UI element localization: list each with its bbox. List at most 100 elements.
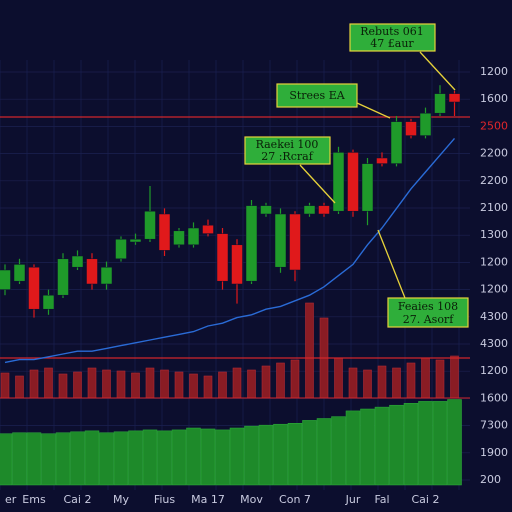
candle-body bbox=[231, 244, 243, 285]
candle-body bbox=[390, 121, 403, 164]
candle-body bbox=[13, 264, 26, 282]
candle-body bbox=[0, 269, 11, 290]
buy-volume-bar bbox=[70, 431, 85, 486]
sell-volume-bar bbox=[450, 355, 459, 399]
buy-volume-bar bbox=[200, 428, 216, 486]
buy-volume-bar bbox=[84, 430, 100, 486]
buy-volume-bar bbox=[41, 433, 56, 486]
x-tick-label: Ma 17 bbox=[191, 493, 225, 506]
buy-volume-bar bbox=[316, 418, 332, 486]
buy-volume-bar bbox=[244, 425, 259, 486]
candles bbox=[0, 85, 461, 364]
buy-volume-bar bbox=[186, 427, 201, 486]
sell-volume-bar bbox=[73, 371, 82, 399]
candle-body bbox=[347, 152, 359, 212]
sell-volume-bar bbox=[116, 370, 126, 399]
sell-volume-bar bbox=[44, 367, 53, 399]
sell-volume-bar bbox=[334, 357, 343, 399]
sell-volume-bar bbox=[392, 367, 401, 399]
sell-volume-bar bbox=[160, 369, 169, 399]
candle-body bbox=[187, 227, 200, 246]
candle-body bbox=[245, 205, 258, 282]
candle-body bbox=[173, 230, 185, 246]
sell-volume-bar bbox=[87, 367, 97, 399]
x-tick-label: Cai 2 bbox=[412, 493, 440, 506]
buy-volume-bar bbox=[12, 432, 27, 486]
sell-volume-bar bbox=[58, 373, 68, 399]
buy-volume-bar bbox=[418, 401, 433, 486]
sell-volume-bar bbox=[305, 302, 314, 399]
annotation-text: Feaies 108 bbox=[398, 300, 458, 313]
buy-volume-bar bbox=[26, 432, 42, 486]
y-axis-label: 7300 bbox=[480, 419, 508, 432]
sell-volume-bar bbox=[218, 371, 227, 399]
annotation: Strees EA bbox=[276, 83, 358, 108]
y-axis-label: 4300 bbox=[480, 310, 508, 323]
y-axis-label: 1200 bbox=[480, 283, 508, 296]
x-tick-label: Mov bbox=[240, 493, 263, 506]
sell-volume-bar bbox=[261, 365, 271, 399]
annotation: Rebuts 061 47 £aur bbox=[349, 23, 436, 52]
candle-body bbox=[289, 213, 301, 271]
candle-body bbox=[42, 294, 55, 310]
annotation-text: Raekei 100 bbox=[256, 138, 319, 151]
sell-volume-bar bbox=[290, 359, 300, 399]
sell-volume-bar bbox=[377, 365, 387, 399]
buy-volume-bar bbox=[273, 423, 288, 486]
x-tick-label: Fal bbox=[374, 493, 389, 506]
buy-volume-bar bbox=[432, 401, 448, 486]
annotation-box bbox=[387, 297, 469, 328]
x-tick-label: er bbox=[5, 493, 17, 506]
candle-body bbox=[260, 205, 272, 215]
buy-volume-bar bbox=[403, 403, 419, 486]
buy-volume-bar bbox=[0, 433, 13, 486]
sell-volume-bar bbox=[247, 369, 256, 399]
buy-volume-bar bbox=[374, 406, 390, 486]
candle-body bbox=[86, 258, 98, 285]
y-axis-label: 1600 bbox=[480, 391, 508, 404]
buy-volume-bar bbox=[302, 420, 317, 486]
y-axis-label: 1200 bbox=[480, 364, 508, 377]
arrow bbox=[299, 164, 336, 204]
buy-volume-bar bbox=[258, 424, 274, 486]
candle-body bbox=[158, 213, 171, 251]
sell-volume-bar bbox=[0, 372, 10, 399]
candle-body bbox=[202, 224, 214, 234]
y-axis-label: 1600 bbox=[480, 92, 508, 105]
moving-average-line bbox=[4, 137, 456, 364]
buy-volume-bar bbox=[447, 399, 462, 486]
candle-body bbox=[100, 266, 113, 285]
buy-volume-bar bbox=[331, 416, 346, 486]
buy-volume-bar bbox=[99, 432, 114, 486]
candle-body bbox=[434, 93, 446, 114]
sell-volume-bar bbox=[29, 369, 39, 399]
annotation-box bbox=[276, 83, 358, 108]
buy-volume-bar bbox=[142, 429, 158, 486]
y-axis-label: 200 bbox=[480, 473, 501, 486]
sell-volume-bar bbox=[15, 375, 24, 399]
arrow bbox=[377, 229, 406, 299]
buy-volume-bar bbox=[128, 430, 143, 486]
candle-body bbox=[376, 157, 388, 164]
buy-volume-bar bbox=[215, 429, 230, 486]
buy-volume-bar bbox=[55, 432, 71, 486]
buy-volume-bar bbox=[389, 404, 404, 486]
x-tick-label: Con 7 bbox=[279, 493, 311, 506]
sell-volume-bar bbox=[363, 369, 372, 399]
sell-volume-bar bbox=[145, 367, 155, 399]
sell-volume-bar bbox=[406, 362, 416, 399]
sell-volume-bar bbox=[232, 367, 242, 399]
candle-body bbox=[419, 112, 432, 136]
sell-volume-bar bbox=[189, 373, 198, 399]
sell-volume-bar bbox=[203, 375, 213, 399]
candle-body bbox=[405, 121, 417, 136]
buy-volume-bar bbox=[113, 431, 129, 486]
annotation-text: Strees EA bbox=[289, 89, 345, 102]
candle-body bbox=[71, 255, 84, 268]
y-axis-label: 2100 bbox=[480, 201, 508, 214]
annotation: Raekei 100 27 :Rcraf bbox=[244, 136, 331, 165]
axis-labels: 1200 1600 2500 2200 2200 2100 1300 1200 1200 4300… bbox=[5, 65, 508, 506]
annotation-text: 27. Asorf bbox=[403, 313, 454, 326]
y-axis-label: 4300 bbox=[480, 337, 508, 350]
sell-volume-bar bbox=[174, 371, 184, 399]
